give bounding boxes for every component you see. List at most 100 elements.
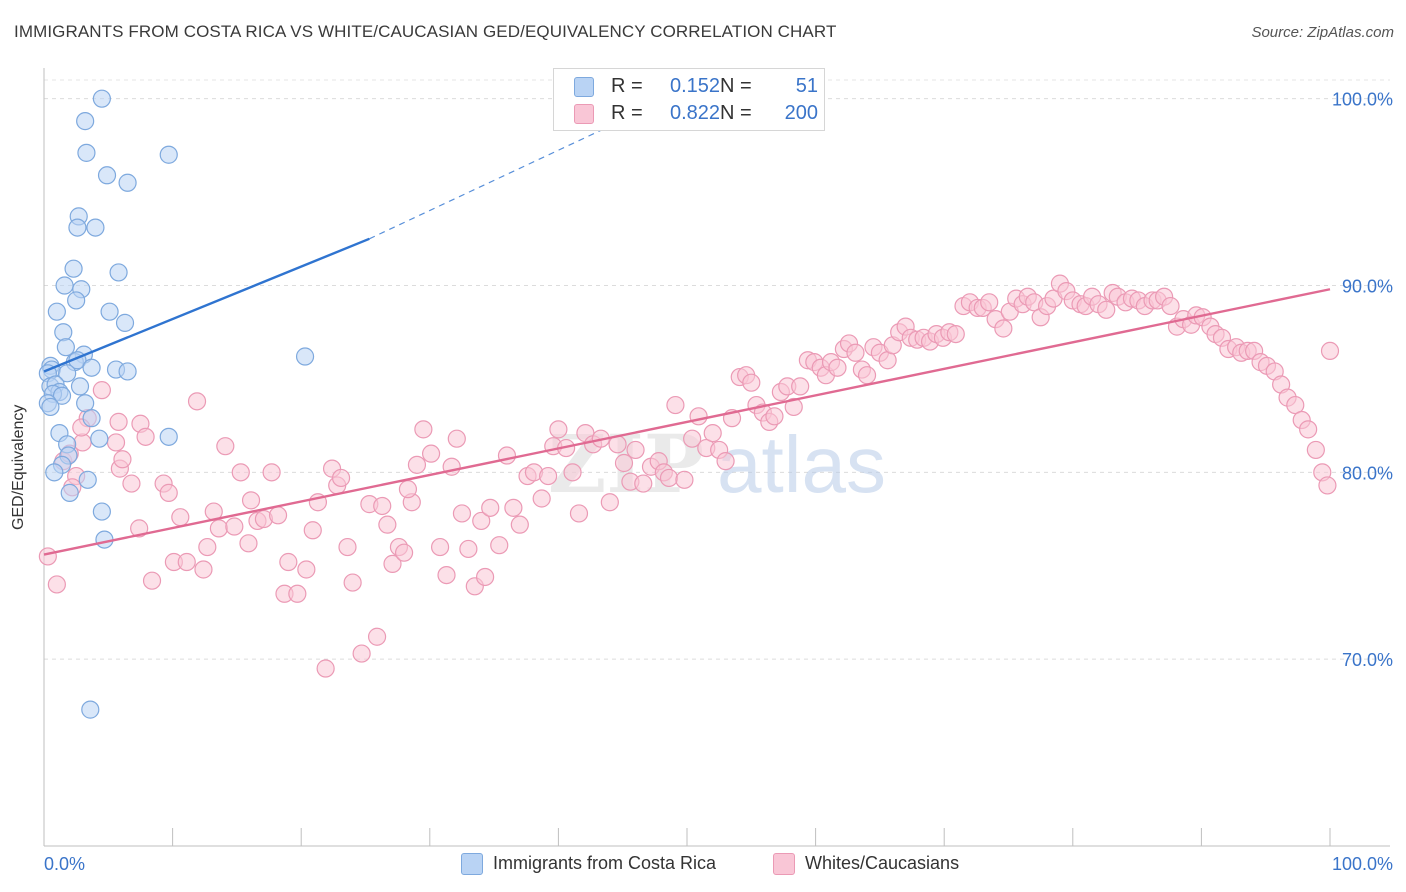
x-tick-label: 100.0% — [1332, 854, 1393, 874]
legend-swatch-blue — [574, 77, 594, 97]
data-point — [742, 373, 761, 392]
data-point — [414, 420, 433, 439]
source-credit: Source: ZipAtlas.com — [1251, 24, 1394, 41]
data-point — [231, 463, 250, 482]
data-point — [980, 293, 999, 312]
tick-labels: 70.0% 80.0% 90.0% 100.0% 0.0% 100.0% — [44, 90, 1393, 874]
data-point — [54, 323, 73, 342]
series-immigrants-costa-rica — [38, 89, 315, 719]
series-whites-caucasians — [38, 274, 1340, 678]
data-point — [262, 463, 281, 482]
data-point — [675, 470, 694, 489]
data-point — [338, 537, 357, 557]
data-point — [64, 259, 83, 278]
data-point — [70, 377, 90, 396]
data-point — [115, 313, 135, 332]
data-point — [1306, 440, 1325, 460]
data-point — [106, 433, 126, 452]
data-point — [216, 437, 235, 456]
data-point — [683, 429, 702, 448]
trend-line-costa-rica — [43, 237, 370, 373]
data-point — [398, 480, 418, 499]
bottom-legend-label: Immigrants from Costa Rica — [493, 853, 717, 873]
data-point — [1318, 476, 1337, 495]
data-point — [92, 381, 111, 400]
data-point — [56, 338, 75, 357]
data-point — [689, 407, 708, 426]
legend-r-value: 0.152 — [670, 75, 721, 97]
data-point — [187, 392, 207, 411]
data-point — [846, 343, 865, 362]
data-point — [159, 427, 178, 446]
data-point — [481, 498, 500, 517]
data-point — [373, 496, 392, 516]
data-point — [378, 515, 397, 534]
data-point — [437, 565, 456, 585]
data-point — [857, 366, 877, 385]
data-point — [118, 362, 137, 381]
chart-title: IMMIGRANTS FROM COSTA RICA VS WHITE/CAUC… — [14, 22, 837, 41]
watermark-atlas: atlas — [717, 420, 886, 509]
legend: R = 0.152 N = 51 R = 0.822 N = 200 — [553, 68, 825, 131]
data-point — [76, 394, 95, 413]
data-point — [95, 530, 114, 549]
data-point — [82, 358, 101, 377]
data-point — [159, 145, 178, 164]
data-point — [394, 543, 414, 562]
data-point — [452, 504, 472, 523]
legend-r-value: 0.822 — [670, 102, 721, 124]
legend-r-label: R = — [611, 75, 643, 97]
data-point — [58, 364, 77, 383]
y-tick-label: 70.0% — [1342, 650, 1393, 670]
y-tick-label: 90.0% — [1342, 277, 1393, 297]
data-point — [1299, 420, 1318, 439]
data-point — [569, 504, 589, 523]
data-point — [81, 700, 100, 719]
data-point — [171, 508, 190, 527]
data-point — [41, 397, 60, 417]
data-point — [142, 571, 162, 590]
data-point — [1161, 296, 1180, 316]
data-point — [614, 453, 634, 473]
data-point — [316, 659, 335, 678]
data-point — [52, 386, 72, 405]
axes — [43, 68, 1390, 847]
data-point — [659, 468, 679, 488]
data-point — [532, 489, 551, 508]
data-point — [666, 395, 685, 415]
data-point — [55, 276, 74, 295]
data-point — [703, 424, 722, 443]
data-point — [297, 560, 316, 579]
data-point — [100, 302, 119, 321]
data-point — [490, 536, 509, 555]
data-point — [459, 539, 478, 559]
legend-n-value: 51 — [795, 75, 818, 97]
data-point — [563, 463, 582, 482]
legend-n-value: 200 — [784, 102, 818, 124]
data-point — [352, 644, 371, 663]
data-point — [92, 89, 111, 108]
data-point — [475, 567, 495, 587]
data-point — [331, 468, 351, 488]
data-point — [113, 450, 132, 469]
data-point — [97, 166, 117, 185]
data-point — [268, 506, 288, 525]
x-tick-label: 0.0% — [44, 854, 85, 874]
bottom-legend-swatch-blue — [461, 853, 483, 875]
data-point — [994, 319, 1013, 338]
data-point — [194, 560, 213, 579]
data-point — [279, 552, 298, 572]
data-point — [241, 491, 261, 510]
gridlines — [44, 79, 1390, 660]
bottom-legend-label: Whites/Caucasians — [805, 853, 960, 873]
data-point — [159, 483, 178, 502]
data-point — [225, 517, 244, 536]
data-point — [60, 483, 79, 502]
data-point — [76, 112, 95, 131]
trend-line-whites — [43, 288, 1331, 556]
data-point — [407, 455, 427, 474]
data-point — [47, 575, 66, 594]
data-point — [343, 573, 362, 592]
data-point — [86, 218, 105, 237]
data-point — [421, 444, 441, 463]
